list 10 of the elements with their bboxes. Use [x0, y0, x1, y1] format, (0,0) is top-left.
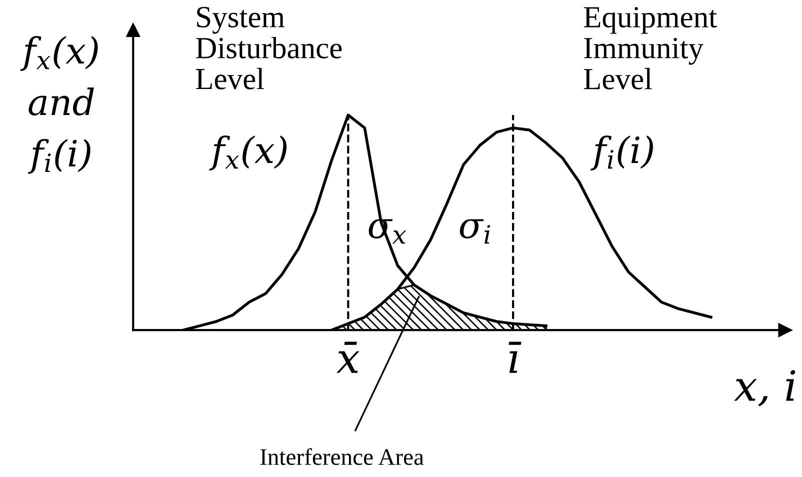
text: Equipment Immunity Level — [584, 7, 717, 90]
annotation: f$_{i}$(i) — [590, 136, 653, 170]
y-axis-title: f$_{x}$(x) and f$_{i}$(i) — [20, 36, 98, 174]
annotation: f$_{x}$(x) — [209, 136, 287, 170]
x-tick-label: ī — [508, 342, 522, 373]
x-axis-title: x, i — [734, 370, 796, 406]
text: System Disturbance Level — [196, 6, 342, 90]
x-tick-label: x̄ — [336, 342, 360, 373]
text: Interference Area — [260, 448, 424, 466]
annotation: σ$_{i}$ — [460, 219, 490, 244]
